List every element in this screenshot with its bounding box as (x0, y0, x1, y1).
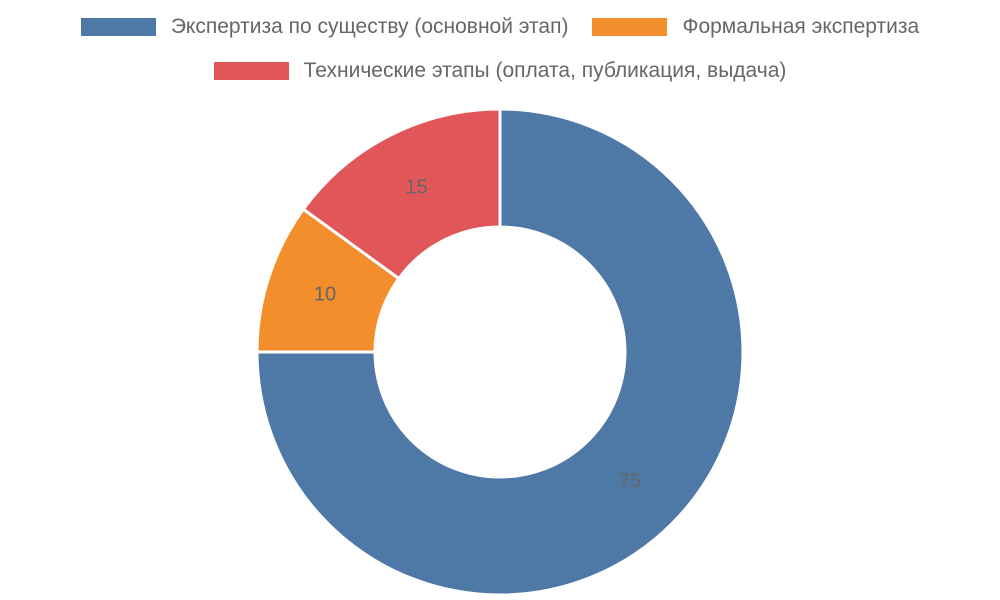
legend-label: Экспертиза по существу (основной этап) (170, 15, 569, 38)
data-label: 10 (314, 283, 336, 305)
legend-swatch (592, 18, 668, 36)
legend-item[interactable]: Технические этапы (оплата, публикация, в… (213, 58, 787, 84)
data-label: 15 (405, 176, 427, 198)
slice (301, 107, 502, 281)
legend-item[interactable]: Экспертиза по существу (основной этап) (80, 14, 569, 40)
legend-item[interactable]: Формальная экспертиза (592, 14, 919, 40)
data-label: 75 (619, 470, 641, 492)
legend: Экспертиза по существу (основной этап) Фо… (0, 14, 1000, 84)
legend-label: Формальная экспертиза (682, 15, 920, 38)
legend-swatch (80, 18, 156, 36)
legend-label: Технические этапы (оплата, публикация, в… (303, 59, 787, 82)
slice (255, 107, 745, 597)
legend-swatch (213, 62, 289, 80)
